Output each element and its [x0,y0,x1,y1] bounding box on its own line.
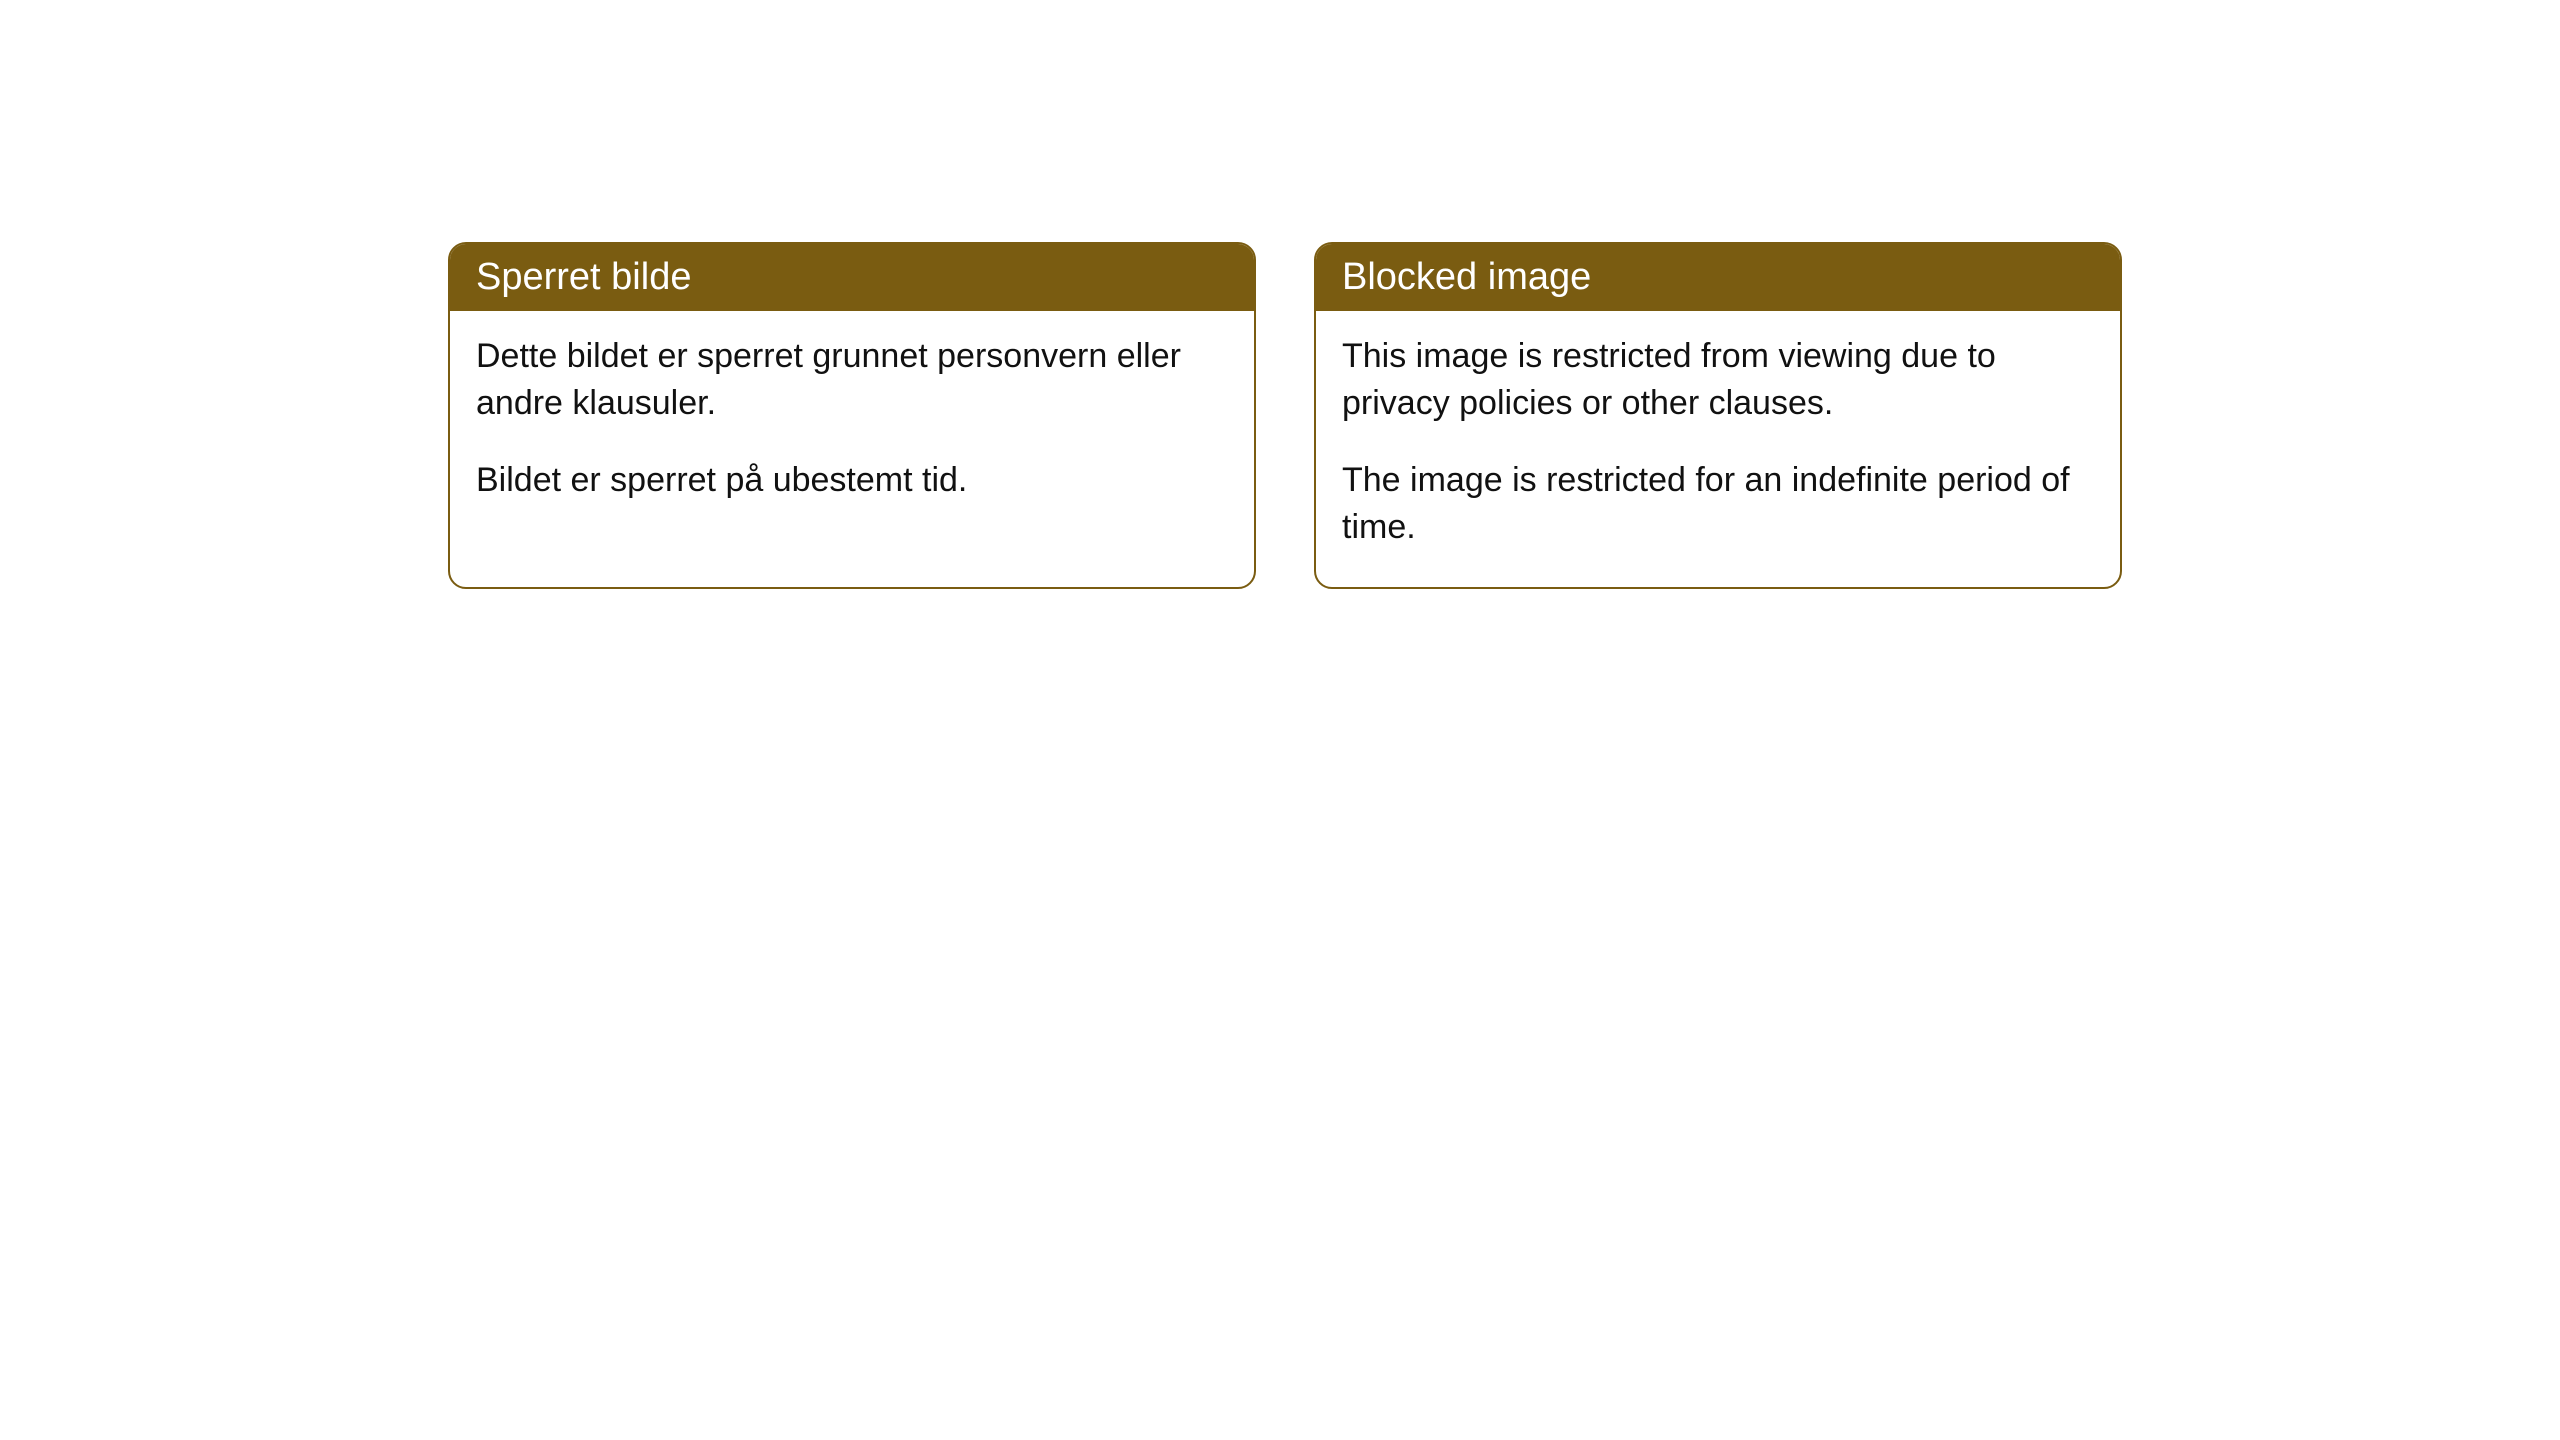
blocked-image-card-en: Blocked image This image is restricted f… [1314,242,2122,589]
card-body-no: Dette bildet er sperret grunnet personve… [450,311,1254,540]
card-para2-no: Bildet er sperret på ubestemt tid. [476,457,1228,504]
card-title-no: Sperret bilde [450,244,1254,311]
card-para1-no: Dette bildet er sperret grunnet personve… [476,333,1228,427]
card-body-en: This image is restricted from viewing du… [1316,311,2120,587]
blocked-image-card-no: Sperret bilde Dette bildet er sperret gr… [448,242,1256,589]
notice-cards-container: Sperret bilde Dette bildet er sperret gr… [0,0,2560,589]
card-title-en: Blocked image [1316,244,2120,311]
card-para2-en: The image is restricted for an indefinit… [1342,457,2094,551]
card-para1-en: This image is restricted from viewing du… [1342,333,2094,427]
